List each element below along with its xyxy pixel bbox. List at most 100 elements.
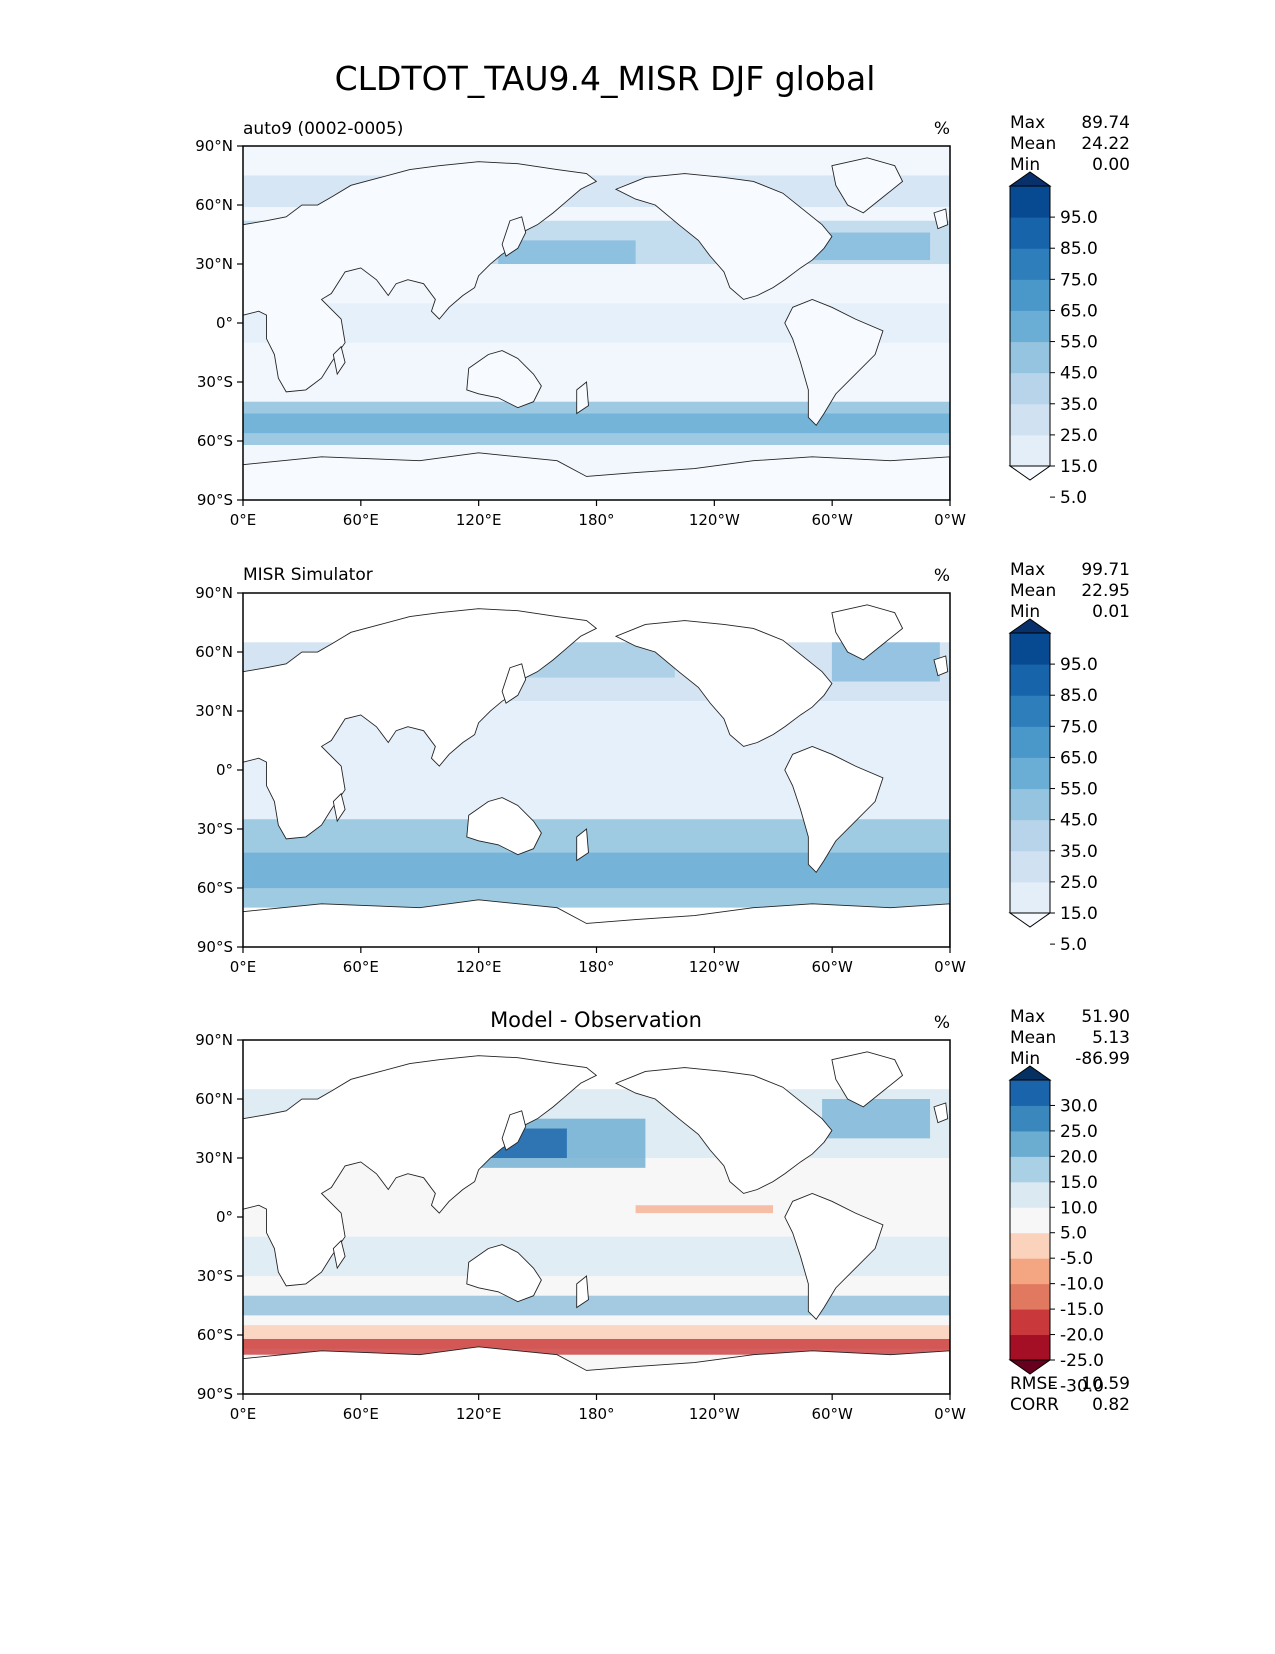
stat-mean-value: 24.22: [1081, 134, 1130, 154]
colorbar-label: 35.0: [1060, 842, 1098, 862]
stat-mean-label: Mean: [1010, 134, 1056, 154]
colorbar-label: 15.0: [1060, 904, 1098, 924]
colorbar-segment: [1010, 726, 1050, 758]
colorbar-segment: [1010, 881, 1050, 914]
panel-units: %: [934, 566, 950, 586]
panel-center-title: Model - Observation: [490, 1008, 702, 1032]
y-tick-label: 30°N: [195, 255, 233, 273]
colorbar-label: 85.0: [1060, 686, 1098, 706]
y-tick-label: 60°N: [195, 196, 233, 214]
colorbar-label: 65.0: [1060, 748, 1098, 768]
x-tick-label: 180°: [578, 1405, 614, 1423]
colorbar-segment: [1010, 279, 1050, 311]
colorbar-segment: [1010, 633, 1050, 665]
colorbar-label: 25.0: [1060, 426, 1098, 446]
x-tick-label: 120°E: [456, 1405, 502, 1423]
colorbar-segment: [1010, 403, 1050, 436]
colorbar-label: 95.0: [1060, 208, 1098, 228]
x-axis: 0°E 60°E 120°E 180° 120°W 60°W 0°W: [230, 947, 966, 976]
colorbar-segment: [1010, 217, 1050, 249]
stat-min-label: Min: [1010, 1049, 1040, 1069]
colorbar-label: 15.0: [1060, 1173, 1098, 1193]
panel-units: %: [934, 119, 950, 139]
colorbar-segment: [1010, 1207, 1050, 1234]
colorbar-segment: [1010, 248, 1050, 280]
colorbar-label: 25.0: [1060, 873, 1098, 893]
y-tick-label: 60°N: [195, 643, 233, 661]
stat-mean-label: Mean: [1010, 581, 1056, 601]
colorbar-label: 15.0: [1060, 457, 1098, 477]
map-field: [242, 593, 951, 949]
x-tick-label: 60°E: [343, 1405, 379, 1423]
panel-observation: MISR Simulator % 0°E 60°E 120°E 180° 120°W 60…: [195, 560, 1130, 976]
colorbar: 30.0 25.0 20.0 15.0 10.0 5.0 -5.0 -10.0 -15.0 -20…: [1008, 1065, 1104, 1396]
stat-max-label: Max: [1010, 113, 1045, 133]
colorbar-segment: [1010, 850, 1050, 883]
x-tick-label: 120°E: [456, 511, 502, 529]
y-axis: 90°N 60°N 30°N 0° 30°S 60°S 90°S: [195, 137, 243, 509]
stats-block: Max 99.71 Mean 22.95 Min 0.01: [1010, 560, 1130, 622]
panel-model: auto9 (0002-0005) % 0°E 60°E 120°E 180° 120°…: [195, 113, 1130, 529]
colorbar-segment: [1010, 1258, 1050, 1285]
colorbar-frame: [1009, 1079, 1051, 1361]
x-axis: 0°E 60°E 120°E 180° 120°W 60°W 0°W: [230, 500, 966, 529]
colorbar-label: 55.0: [1060, 333, 1098, 353]
colorbar-segment: [1010, 434, 1050, 467]
colorbar-label: 5.0: [1060, 935, 1087, 955]
y-tick-label: 0°: [216, 761, 233, 779]
x-tick-label: 120°W: [689, 958, 740, 976]
panel-left-title: MISR Simulator: [243, 565, 373, 585]
colorbar-frame: [1009, 632, 1051, 914]
y-axis: 90°N 60°N 30°N 0° 30°S 60°S 90°S: [195, 1031, 243, 1403]
colorbar-segment: [1010, 310, 1050, 343]
x-tick-label: 0°W: [934, 958, 966, 976]
colorbar-label: 5.0: [1060, 1224, 1087, 1244]
x-axis: 0°E 60°E 120°E 180° 120°W 60°W 0°W: [230, 1394, 966, 1423]
x-tick-label: 120°W: [689, 511, 740, 529]
colorbar-label: -30.0: [1060, 1376, 1104, 1396]
map-field: [242, 146, 951, 502]
colorbar-label: -10.0: [1060, 1275, 1104, 1295]
y-tick-label: 90°N: [195, 584, 233, 602]
map-field: [242, 1040, 951, 1396]
y-tick-label: 90°S: [197, 938, 233, 956]
x-tick-label: 0°W: [934, 511, 966, 529]
x-tick-label: 60°E: [343, 958, 379, 976]
x-tick-label: 0°E: [230, 511, 257, 529]
colorbar-label: 35.0: [1060, 395, 1098, 415]
stat-corr-label: CORR: [1010, 1395, 1059, 1415]
stat-max-label: Max: [1010, 1007, 1045, 1027]
colorbar-segment: [1010, 1334, 1050, 1361]
colorbar-label: 45.0: [1060, 811, 1098, 831]
stat-rmse-value: 10.59: [1081, 1374, 1130, 1394]
colorbar-label: -20.0: [1060, 1326, 1104, 1346]
figure-title: CLDTOT_TAU9.4_MISR DJF global: [335, 59, 876, 98]
x-tick-label: 180°: [578, 511, 614, 529]
stat-max-label: Max: [1010, 560, 1045, 580]
stat-min-value: 0.00: [1092, 155, 1130, 175]
y-tick-label: 30°S: [197, 1267, 233, 1285]
y-tick-label: 30°N: [195, 1149, 233, 1167]
colorbar-label: -15.0: [1060, 1300, 1104, 1320]
colorbar-segment: [1010, 695, 1050, 727]
stat-max-value: 51.90: [1081, 1007, 1130, 1027]
colorbar-segment: [1010, 372, 1050, 405]
colorbar-extend-low: [1008, 1359, 1052, 1375]
stat-mean-value: 22.95: [1081, 581, 1130, 601]
y-tick-label: 0°: [216, 1208, 233, 1226]
stat-corr-value: 0.82: [1092, 1395, 1130, 1415]
colorbar-segment: [1010, 186, 1050, 218]
x-tick-label: 60°W: [811, 1405, 853, 1423]
colorbar-segment: [1010, 788, 1050, 821]
colorbar-segment: [1010, 757, 1050, 790]
x-tick-label: 120°W: [689, 1405, 740, 1423]
x-tick-label: 0°E: [230, 1405, 257, 1423]
colorbar-frame: [1009, 185, 1051, 467]
y-tick-label: 30°N: [195, 702, 233, 720]
stats-block: Max 89.74 Mean 24.22 Min 0.00: [1010, 113, 1130, 175]
y-tick-label: 90°N: [195, 137, 233, 155]
stat-mean-label: Mean: [1010, 1028, 1056, 1048]
stat-min-label: Min: [1010, 155, 1040, 175]
colorbar-segment: [1010, 1156, 1050, 1183]
x-tick-label: 0°E: [230, 958, 257, 976]
